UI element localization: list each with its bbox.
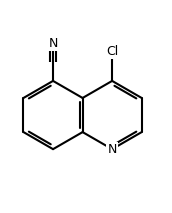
Text: N: N (48, 37, 58, 50)
Text: N: N (108, 143, 117, 156)
Text: Cl: Cl (106, 45, 118, 58)
